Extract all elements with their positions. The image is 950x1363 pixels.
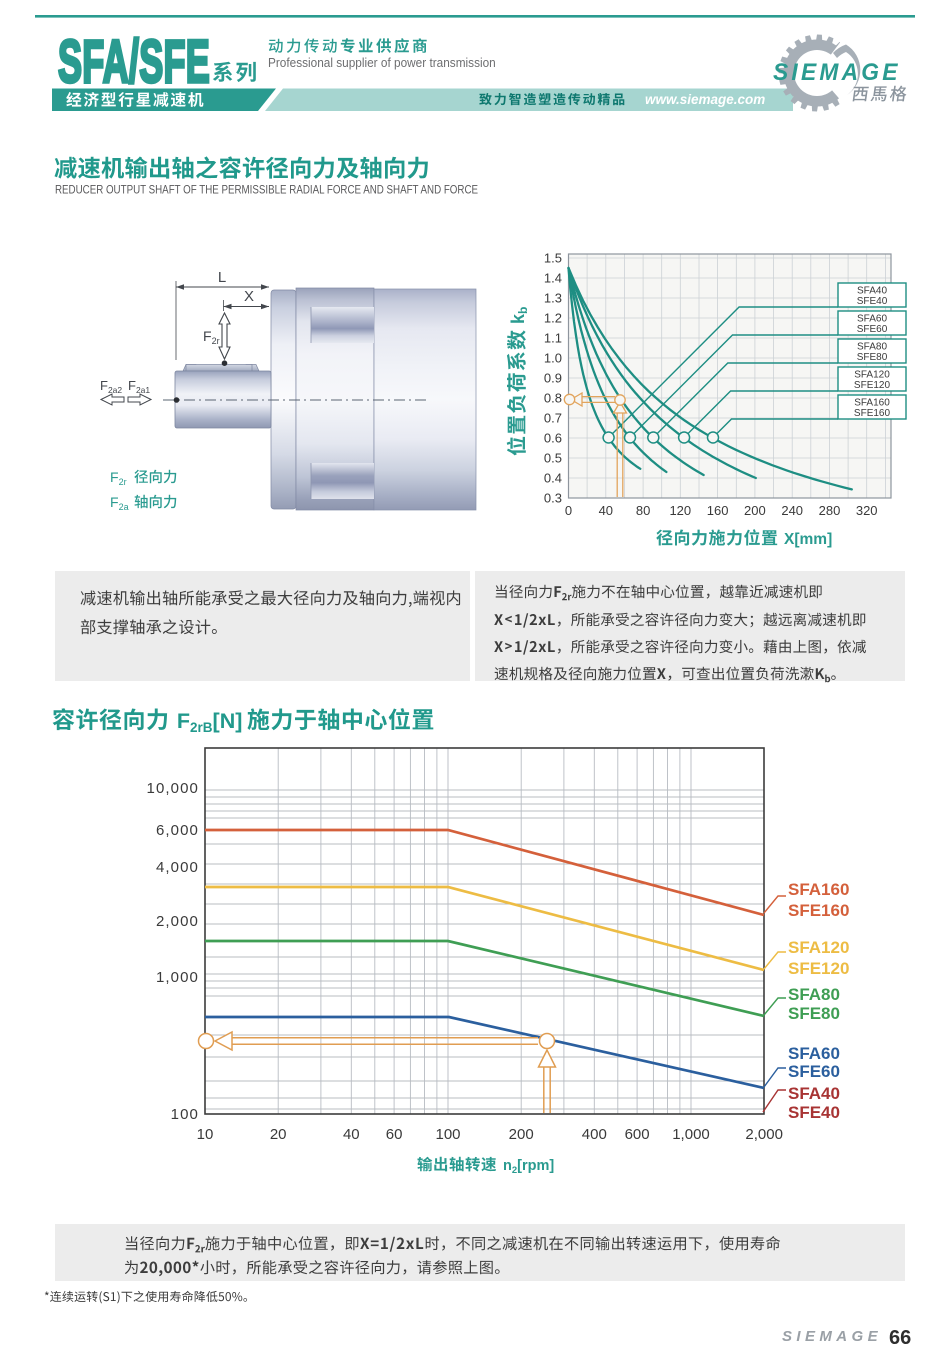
svg-text:0.4: 0.4 <box>544 471 562 486</box>
svg-text:L: L <box>218 269 226 286</box>
svg-text:SFE120: SFE120 <box>854 380 891 391</box>
svg-text:1.2: 1.2 <box>544 311 562 326</box>
svg-text:0.8: 0.8 <box>544 391 562 406</box>
svg-text:100: 100 <box>435 1126 460 1143</box>
svg-text:SFA80: SFA80 <box>857 342 887 353</box>
svg-text:100: 100 <box>171 1106 199 1123</box>
svg-text:SFA60: SFA60 <box>857 314 887 325</box>
svg-text:X[mm]: X[mm] <box>784 531 832 548</box>
svg-text:SFE160: SFE160 <box>854 408 891 419</box>
svg-text:SIEMAGE: SIEMAGE <box>782 1328 882 1345</box>
svg-text:200: 200 <box>744 503 766 518</box>
svg-text:320: 320 <box>856 503 878 518</box>
svg-text:SFE160: SFE160 <box>788 901 849 920</box>
svg-text:1.1: 1.1 <box>544 331 562 346</box>
svg-text:SFA160: SFA160 <box>788 880 849 899</box>
svg-text:10,000: 10,000 <box>147 780 199 797</box>
svg-text:66: 66 <box>889 1327 911 1349</box>
svg-text:SFE60: SFE60 <box>788 1062 840 1081</box>
svg-text:SIEMAGE: SIEMAGE <box>773 58 901 85</box>
svg-text:1.0: 1.0 <box>544 351 562 366</box>
svg-text:REDUCER OUTPUT SHAFT OF THE PE: REDUCER OUTPUT SHAFT OF THE PERMISSIBLE … <box>55 184 478 197</box>
svg-text:n2[rpm]: n2[rpm] <box>503 1158 554 1176</box>
svg-text:1,000: 1,000 <box>156 969 199 986</box>
svg-text:kb: kb <box>508 307 530 324</box>
svg-text:SFE60: SFE60 <box>857 324 888 335</box>
svg-text:SFA60: SFA60 <box>788 1044 840 1063</box>
svg-text:SFE120: SFE120 <box>788 959 849 978</box>
svg-text:0.7: 0.7 <box>544 411 562 426</box>
svg-text:1.5: 1.5 <box>544 251 562 266</box>
svg-text:SFE80: SFE80 <box>788 1004 840 1023</box>
svg-text:SFA40: SFA40 <box>788 1084 840 1103</box>
svg-text:SFA/SFE: SFA/SFE <box>58 29 210 96</box>
svg-text:SFA80: SFA80 <box>788 985 840 1004</box>
svg-text:Professional supplier of power: Professional supplier of power transmiss… <box>268 55 496 70</box>
svg-text:1,000: 1,000 <box>672 1126 710 1143</box>
svg-text:SFE80: SFE80 <box>857 352 888 363</box>
svg-text:SFE40: SFE40 <box>788 1103 840 1122</box>
svg-text:80: 80 <box>636 503 650 518</box>
svg-text:F2a2: F2a2 <box>100 378 122 395</box>
svg-text:SFA120: SFA120 <box>854 370 890 381</box>
svg-text:SFA40: SFA40 <box>857 286 887 297</box>
svg-text:F2a: F2a <box>110 494 129 512</box>
svg-text:40: 40 <box>343 1126 360 1143</box>
svg-text:SFA120: SFA120 <box>788 938 849 957</box>
svg-text:120: 120 <box>669 503 691 518</box>
svg-text:X: X <box>244 288 254 305</box>
svg-text:240: 240 <box>781 503 803 518</box>
svg-text:600: 600 <box>625 1126 650 1143</box>
svg-text:6,000: 6,000 <box>156 822 199 839</box>
svg-text:0.5: 0.5 <box>544 451 562 466</box>
svg-text:40: 40 <box>599 503 613 518</box>
svg-text:0.9: 0.9 <box>544 371 562 386</box>
svg-text:4,000: 4,000 <box>156 859 199 876</box>
svg-text:280: 280 <box>819 503 841 518</box>
svg-text:2,000: 2,000 <box>745 1126 783 1143</box>
svg-text:F2rB[N]: F2rB[N] <box>177 709 243 735</box>
svg-text:1.4: 1.4 <box>544 271 562 286</box>
svg-text:SFE40: SFE40 <box>857 296 888 307</box>
svg-text:F2a1: F2a1 <box>128 378 150 395</box>
svg-text:0.3: 0.3 <box>544 491 562 506</box>
svg-text:SFA160: SFA160 <box>854 398 890 409</box>
svg-text:200: 200 <box>509 1126 534 1143</box>
svg-text:0.6: 0.6 <box>544 431 562 446</box>
svg-text:2,000: 2,000 <box>156 913 199 930</box>
svg-text:10: 10 <box>197 1126 214 1143</box>
svg-text:www.siemage.com: www.siemage.com <box>645 92 765 107</box>
svg-text:60: 60 <box>386 1126 403 1143</box>
svg-text:160: 160 <box>707 503 729 518</box>
svg-text:400: 400 <box>582 1126 607 1143</box>
svg-text:20: 20 <box>270 1126 287 1143</box>
svg-text:1.3: 1.3 <box>544 291 562 306</box>
svg-text:F2r: F2r <box>110 469 127 487</box>
svg-text:F2r: F2r <box>203 328 220 346</box>
svg-text:0: 0 <box>565 503 572 518</box>
